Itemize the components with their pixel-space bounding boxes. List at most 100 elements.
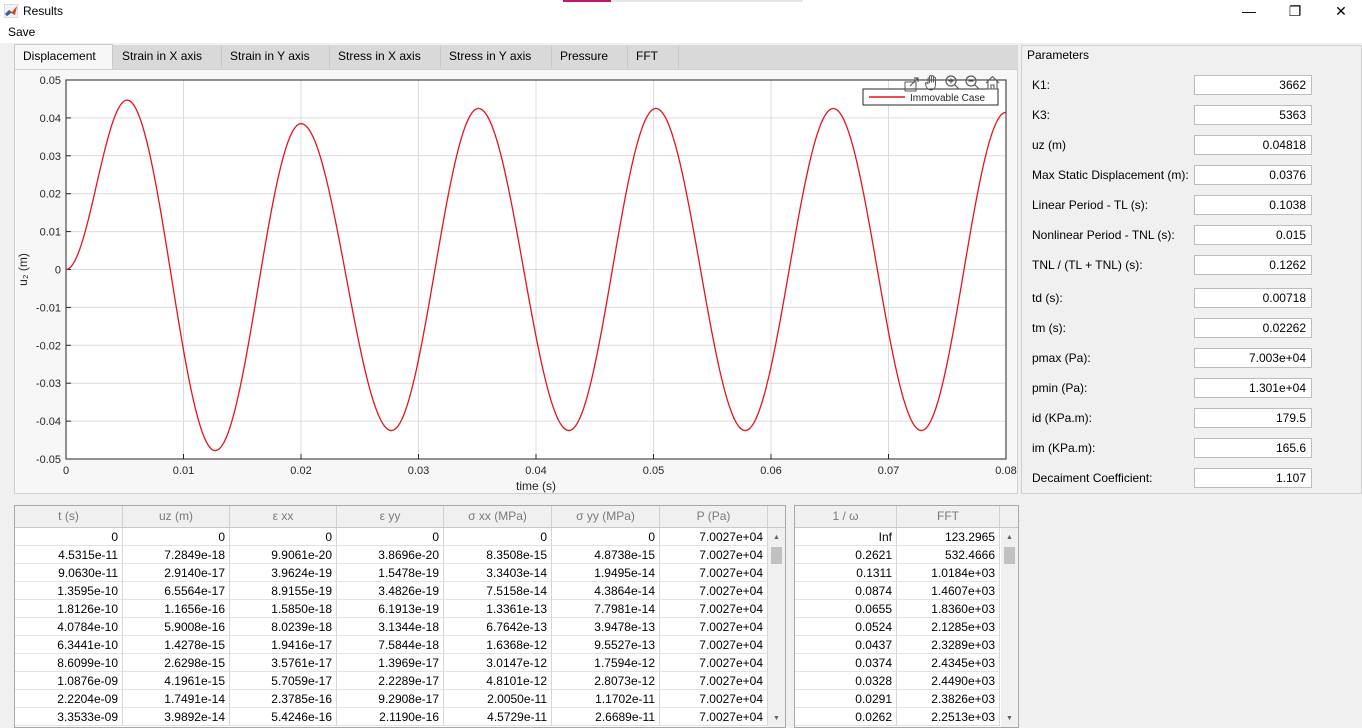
table-cell: 0.0437 (795, 636, 897, 654)
fft-table-scrollbar[interactable]: ▲ ▼ (1001, 528, 1018, 727)
y-tick-label: -0.04 (36, 416, 61, 428)
scrollbar-thumb[interactable] (771, 547, 782, 564)
table-cell: 1.8126e-10 (15, 600, 123, 618)
table-cell: 5.9008e-16 (123, 618, 230, 636)
param-value-field[interactable]: 0.015 (1194, 225, 1312, 245)
param-label: Nonlinear Period - TNL (s): (1032, 228, 1175, 242)
table-cell: 9.0630e-11 (15, 564, 123, 582)
table-cell: 3.9624e-19 (230, 564, 337, 582)
param-value-field[interactable]: 0.04818 (1194, 135, 1312, 155)
zoom-out-icon[interactable] (965, 75, 980, 90)
home-icon[interactable] (985, 75, 1000, 90)
param-value-field[interactable]: 0.1262 (1194, 255, 1312, 275)
y-tick-label: 0.03 (40, 151, 61, 163)
table-cell: 1.9416e-17 (230, 636, 337, 654)
column-header[interactable]: P (Pa) (660, 506, 768, 527)
column-header[interactable]: ε xx (230, 506, 337, 527)
x-tick-label: 0.01 (173, 465, 194, 477)
param-value-field[interactable]: 3662 (1194, 75, 1312, 95)
table-cell: 2.4490e+03 (897, 672, 1000, 690)
fft-table[interactable]: 1 / ω FFT Inf 123.2965 0.2621 532.4666 0.1311… (794, 505, 1019, 728)
results-table-scrollbar[interactable]: ▲ ▼ (768, 528, 785, 727)
minimize-button[interactable]: — (1242, 3, 1256, 19)
tab-strain-y[interactable]: Strain in Y axis (222, 45, 330, 68)
x-tick-label: 0.07 (878, 465, 899, 477)
tick-labels: 0 0.01 0.02 0.03 0.04 0.05 0.06 0.07 0.08 0.05 0.0… (36, 75, 1017, 477)
column-header[interactable]: uz (m) (123, 506, 230, 527)
maximize-button[interactable]: ❐ (1288, 3, 1302, 19)
param-value-field[interactable]: 1.107 (1194, 468, 1312, 488)
export-icon[interactable] (904, 77, 919, 92)
param-value-field[interactable]: 1.301e+04 (1194, 378, 1312, 398)
table-cell: 2.1285e+03 (897, 618, 1000, 636)
column-header[interactable]: ε yy (337, 506, 444, 527)
tab-displacement[interactable]: Displacement (14, 44, 113, 69)
tab-stress-y[interactable]: Stress in Y axis (441, 45, 552, 68)
column-header[interactable]: FFT (897, 506, 1000, 527)
table-cell: 4.8738e-15 (552, 546, 660, 564)
column-header[interactable]: σ yy (MPa) (552, 506, 660, 527)
results-table[interactable]: t (s) uz (m) ε xx ε yy σ xx (MPa) σ yy (MPa) P… (14, 505, 786, 728)
scroll-up-icon[interactable]: ▲ (773, 534, 780, 541)
tab-fft[interactable]: FFT (628, 45, 679, 68)
tab-stress-x[interactable]: Stress in X axis (330, 45, 441, 68)
chart-legend: Immovable Case (862, 88, 999, 106)
table-cell: 4.0784e-10 (15, 618, 123, 636)
scroll-up-icon[interactable]: ▲ (1006, 534, 1013, 541)
column-header[interactable]: t (s) (15, 506, 123, 527)
table-cell: 1.4278e-15 (123, 636, 230, 654)
scroll-down-icon[interactable]: ▼ (1006, 715, 1013, 722)
scroll-down-icon[interactable]: ▼ (773, 715, 780, 722)
table-cell: 6.1913e-19 (337, 600, 444, 618)
y-tick-label: -0.05 (36, 454, 61, 466)
param-label: im (KPa.m): (1032, 441, 1096, 455)
table-cell: 0 (337, 528, 444, 546)
column-header[interactable]: 1 / ω (795, 506, 897, 527)
table-cell: 2.1190e-16 (337, 708, 444, 726)
table-cell: 9.2908e-17 (337, 690, 444, 708)
param-value-field[interactable]: 165.6 (1194, 438, 1312, 458)
close-button[interactable]: ✕ (1335, 3, 1347, 19)
table-cell: 7.0027e+04 (660, 708, 768, 726)
zoom-in-icon[interactable] (945, 75, 960, 90)
table-cell: 4.8101e-12 (444, 672, 552, 690)
table-cell: 2.0050e-11 (444, 690, 552, 708)
table-cell: 3.1344e-18 (337, 618, 444, 636)
param-label: pmin (Pa): (1032, 381, 1088, 395)
scrollbar-thumb[interactable] (1004, 547, 1015, 564)
param-value-field[interactable]: 0.00718 (1194, 288, 1312, 308)
window-title: Results (23, 4, 64, 18)
table-cell: 1.3361e-13 (444, 600, 552, 618)
table-cell: 3.5761e-17 (230, 654, 337, 672)
tab-strain-x[interactable]: Strain in X axis (114, 45, 222, 68)
table-cell: 0 (15, 528, 123, 546)
param-value-field[interactable]: 179.5 (1194, 408, 1312, 428)
y-tick-label: 0.01 (40, 227, 61, 239)
parameters-title: Parameters (1027, 48, 1090, 62)
param-value-field[interactable]: 0.1038 (1194, 195, 1312, 215)
tab-pressure[interactable]: Pressure (552, 45, 628, 68)
table-cell: 1.0184e+03 (897, 564, 1000, 582)
table-cell: 7.5158e-14 (444, 582, 552, 600)
param-value-field[interactable]: 0.0376 (1194, 165, 1312, 185)
table-cell: 5.4246e-16 (230, 708, 337, 726)
param-value-field[interactable]: 5363 (1194, 105, 1312, 125)
table-cell: 2.2513e+03 (897, 708, 1000, 726)
param-value-field[interactable]: 0.02262 (1194, 318, 1312, 338)
param-value-field[interactable]: 7.003e+04 (1194, 348, 1312, 368)
table-cell: 7.0027e+04 (660, 546, 768, 564)
pan-icon[interactable] (924, 75, 936, 91)
table-cell: 8.0239e-18 (230, 618, 337, 636)
table-cell: 8.3508e-15 (444, 546, 552, 564)
table-cell: 6.5564e-17 (123, 582, 230, 600)
table-cell: 4.5729e-11 (444, 708, 552, 726)
table-cell: 7.0027e+04 (660, 672, 768, 690)
menu-save[interactable]: Save (8, 25, 36, 39)
column-header[interactable]: σ xx (MPa) (444, 506, 552, 527)
x-tick-label: 0 (63, 465, 69, 477)
table-cell: 5.7059e-17 (230, 672, 337, 690)
table-cell: 1.3595e-10 (15, 582, 123, 600)
table-cell: 1.1702e-11 (552, 690, 660, 708)
displacement-chart[interactable]: 0 0.01 0.02 0.03 0.04 0.05 0.06 0.07 0.08 0.05 0.0… (15, 70, 1017, 493)
table-cell: 2.3289e+03 (897, 636, 1000, 654)
